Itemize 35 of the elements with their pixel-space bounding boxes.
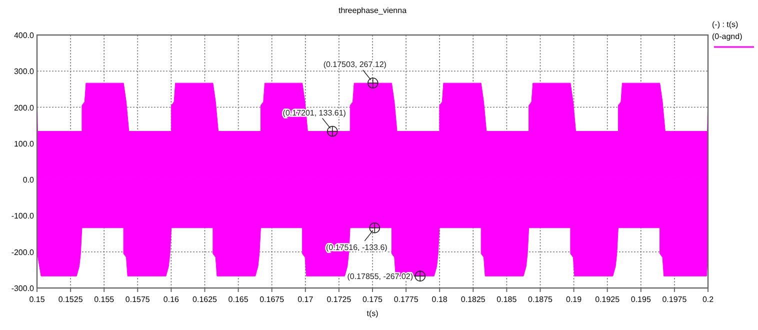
y-tick-label: 300.0	[14, 67, 35, 76]
x-tick-label: 0.18	[432, 295, 448, 304]
x-tick-label: 0.165	[228, 295, 249, 304]
x-tick-label: 0.1825	[460, 295, 486, 304]
x-tick-label: 0.1575	[125, 295, 150, 304]
chart-title: threephase_vienna	[338, 6, 408, 15]
x-tick-label: 0.15	[29, 295, 46, 304]
y-tick-label: -300.0	[11, 284, 35, 293]
x-tick-label: 0.1925	[595, 295, 620, 304]
x-tick-label: 0.1775	[394, 295, 419, 304]
y-tick-label: 0.0	[22, 176, 35, 185]
x-tick-label: 0.155	[94, 295, 115, 304]
x-tick-label: 0.1725	[326, 295, 352, 304]
x-tick-label: 0.185	[496, 295, 518, 304]
text: (0-agnd)	[712, 32, 743, 41]
y-tick-label: -200.0	[11, 248, 35, 257]
x-tick-label: 0.195	[630, 295, 652, 304]
annotation: (0.17503, 267.12)	[323, 60, 387, 70]
x-tick-label: 0.1525	[58, 295, 84, 304]
annotation: (0.17855, -267.02)	[347, 272, 414, 282]
x-tick-label: 0.2	[702, 295, 714, 304]
x-tick-label: 0.17	[298, 295, 314, 304]
legend-title: (-) : t(s)	[712, 20, 739, 29]
x-tick-label: 0.16	[163, 295, 180, 304]
x-tick-label: 0.1675	[260, 295, 285, 304]
x-tick-label: 0.1975	[662, 295, 688, 304]
x-axis-title: t(s)	[366, 309, 379, 318]
y-tick-label: -100.0	[11, 212, 35, 221]
y-tick-label: 100.0	[14, 139, 35, 148]
y-tick-label: 400.0	[14, 31, 35, 40]
x-tick-label: 0.1875	[528, 295, 554, 304]
x-tick-label: 0.19	[566, 295, 582, 304]
x-tick-label: 0.1625	[192, 295, 218, 304]
x-tick-label: 0.175	[362, 295, 384, 304]
y-tick-label: 200.0	[14, 103, 35, 112]
